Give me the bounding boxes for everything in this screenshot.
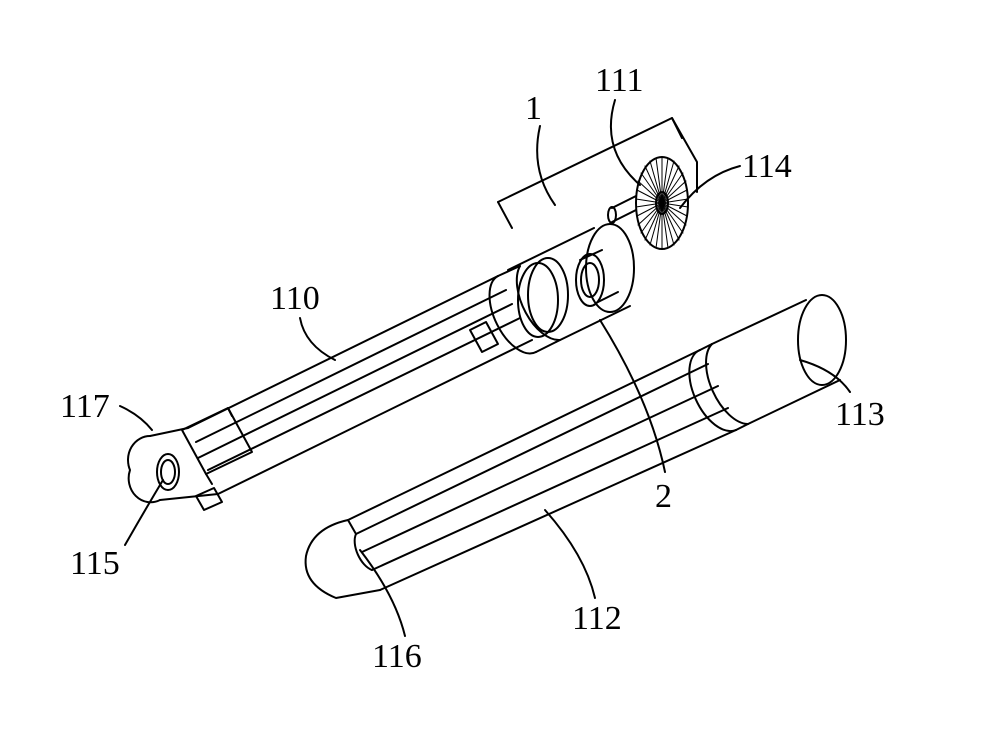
leader-lines (120, 100, 850, 636)
label-116: 116 (372, 638, 422, 676)
mid-housing (508, 224, 634, 342)
label-2: 2 (655, 478, 672, 516)
label-1: 1 (525, 90, 542, 128)
label-114: 114 (742, 148, 792, 186)
shaft-112 (348, 350, 736, 590)
fan-disc (608, 157, 688, 249)
label-115: 115 (70, 545, 120, 583)
shaft-110 (188, 276, 532, 494)
rear-grip-113 (689, 295, 846, 431)
technical-drawing (0, 0, 1000, 734)
label-117: 117 (60, 388, 110, 426)
label-112: 112 (572, 600, 622, 638)
label-110: 110 (270, 280, 320, 318)
inner-cylinder (576, 250, 618, 306)
label-113: 113 (835, 396, 885, 434)
tip-116 (306, 520, 380, 598)
upper-assembly (128, 118, 697, 510)
label-111: 111 (595, 62, 643, 100)
